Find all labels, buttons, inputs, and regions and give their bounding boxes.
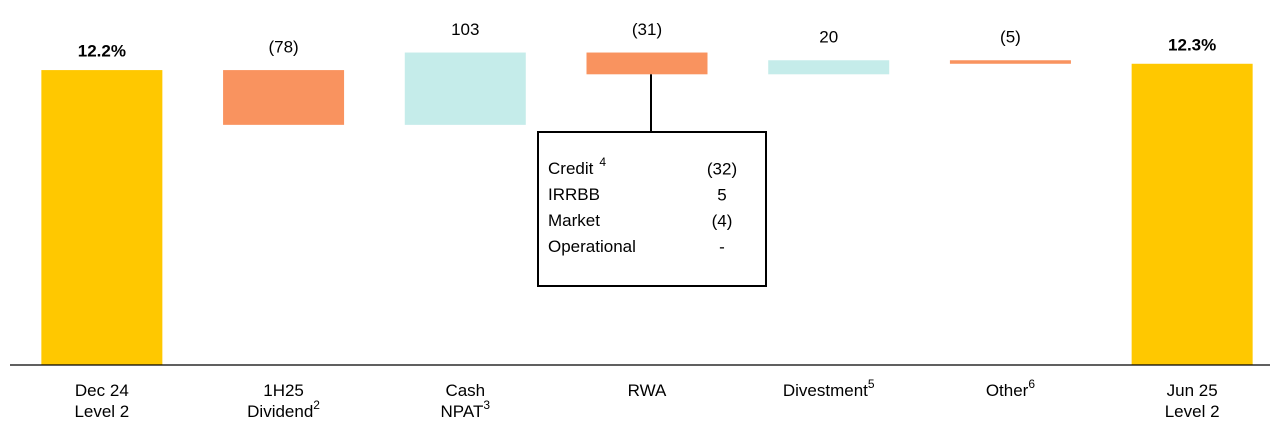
bar [586,52,708,75]
bar [404,52,526,125]
x-tick-label: Divestment5 [783,377,875,400]
category-line: Dividend [247,402,313,421]
value-label: (31) [632,20,662,39]
x-tick-label: Jun 25 [1167,381,1218,400]
x-tick-label: Level 2 [1165,402,1220,421]
x-tick-label: 1H25 [263,381,304,400]
footnote-marker: 2 [313,398,320,412]
value-label: 12.3% [1168,35,1216,54]
category-line: Cash [445,381,485,400]
callout-value: 5 [717,185,726,204]
value-label: 12.2% [78,42,126,61]
footnote-marker: 4 [599,155,606,169]
value-label: 20 [819,28,838,47]
x-tick-label: Other6 [986,377,1036,400]
value-label: (5) [1000,28,1021,47]
value-label: 103 [451,20,479,39]
category-line: Divestment [783,381,868,400]
category-line: Other [986,381,1029,400]
callout-row-label: Market [548,211,600,230]
category-line: Level 2 [74,402,129,421]
x-tick-label: NPAT3 [441,398,491,421]
category-line: 1H25 [263,381,304,400]
callout-box [537,131,767,287]
callout-label: Operational [548,237,636,256]
callout-row-label: Operational [548,237,636,256]
x-tick-label: Dec 24 [75,381,129,400]
bar [41,70,163,365]
bar [768,60,890,75]
category-line: Jun 25 [1167,381,1218,400]
callout-label: Credit 4 [548,155,606,178]
category-line: Dec 24 [75,381,129,400]
category-line: NPAT [441,402,484,421]
callout-value: (4) [712,211,733,230]
callout-value: - [719,237,725,256]
value-label: (78) [268,38,298,57]
callout-label: Market [548,211,600,230]
callout-label: IRRBB [548,185,600,204]
callout-value: (32) [707,159,737,178]
footnote-marker: 3 [483,398,490,412]
x-tick-label: Level 2 [74,402,129,421]
footnote-marker: 6 [1028,377,1035,391]
x-tick-label: Dividend2 [247,398,320,421]
category-line: Level 2 [1165,402,1220,421]
x-tick-label: RWA [628,381,667,400]
x-tick-label: Cash [445,381,485,400]
category-line: RWA [628,381,667,400]
bar [1131,63,1253,365]
callout-row-label: Credit [548,159,594,178]
callout-row-label: IRRBB [548,185,600,204]
footnote-marker: 5 [868,377,875,391]
bar [223,70,345,125]
bar [949,60,1071,64]
